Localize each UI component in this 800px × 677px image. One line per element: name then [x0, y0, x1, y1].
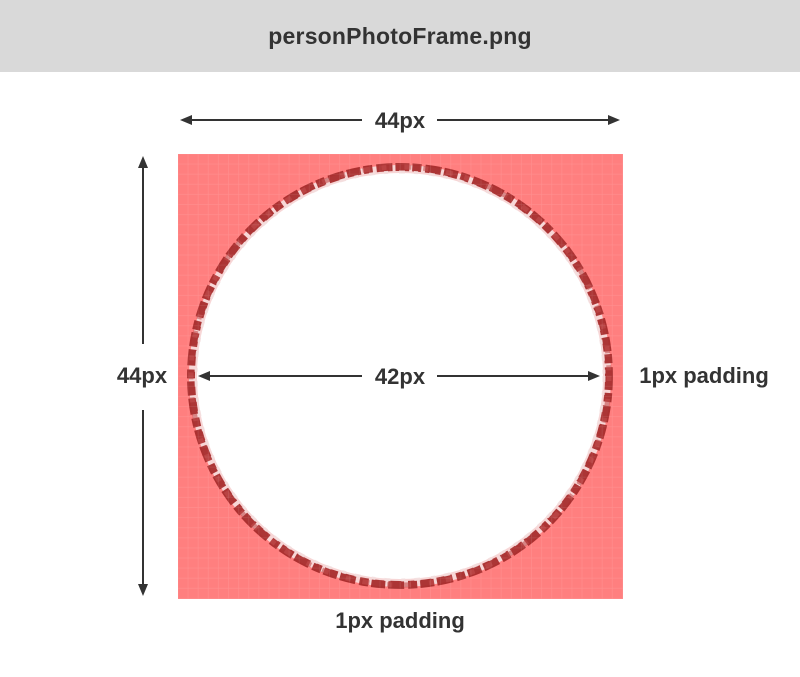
file-name-header: personPhotoFrame.png: [0, 0, 800, 72]
width-label: 44px: [375, 108, 426, 133]
width-dimension: 44px: [180, 108, 620, 133]
right-padding-label: 1px padding: [639, 363, 769, 388]
bottom-padding-label: 1px padding: [335, 608, 465, 633]
arrowhead-icon: [138, 156, 148, 168]
inner-diameter-dimension: 42px: [198, 364, 600, 389]
arrowhead-icon: [180, 115, 192, 125]
arrowhead-icon: [588, 371, 600, 381]
arrowhead-icon: [138, 584, 148, 596]
inner-diameter-label: 42px: [375, 364, 426, 389]
height-label: 44px: [117, 363, 168, 388]
file-name-title: personPhotoFrame.png: [268, 22, 532, 49]
height-dimension: 44px: [117, 156, 168, 596]
arrowhead-icon: [608, 115, 620, 125]
arrowhead-icon: [198, 371, 210, 381]
